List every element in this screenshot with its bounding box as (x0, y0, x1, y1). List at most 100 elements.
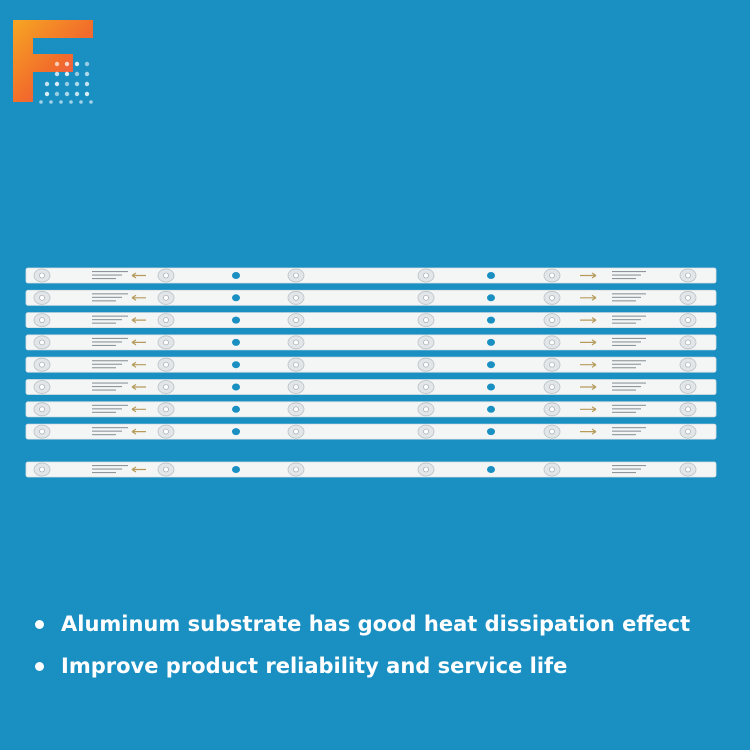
led-chip (549, 361, 555, 368)
strip-board (25, 334, 717, 351)
led-chip (163, 384, 169, 390)
led-chip (423, 384, 429, 390)
bullet-icon (35, 619, 44, 629)
led-chip (423, 428, 429, 435)
led-chip (39, 294, 45, 301)
printed-marking (92, 344, 116, 346)
led-strip (25, 267, 717, 284)
printed-marking (612, 360, 646, 362)
printed-marking (92, 367, 116, 369)
mounting-hole (487, 294, 495, 302)
led-chip (549, 294, 555, 301)
led-chip (293, 294, 299, 301)
mounting-hole (232, 383, 240, 391)
printed-marking (612, 386, 641, 388)
led-chip (39, 361, 45, 368)
led-chip (549, 317, 555, 323)
mounting-hole (487, 361, 495, 369)
feature-item: Aluminum substrate has good heat dissipa… (30, 603, 690, 645)
strip-board (25, 379, 717, 395)
mounting-hole (487, 316, 495, 324)
feature-item: Improve product reliability and service … (30, 645, 690, 687)
mounting-hole (232, 405, 240, 413)
printed-marking (612, 363, 641, 365)
printed-marking (92, 271, 128, 273)
led-chip (549, 406, 555, 413)
printed-marking (612, 430, 641, 432)
direction-arrow-icon (580, 428, 597, 435)
printed-marking (612, 341, 641, 343)
printed-marking (92, 337, 128, 339)
led-chip (423, 317, 429, 323)
printed-marking (612, 404, 646, 406)
printed-marking (92, 300, 116, 302)
led-chip (549, 384, 555, 390)
direction-arrow-icon (131, 317, 146, 324)
mounting-hole (487, 405, 495, 413)
direction-arrow-icon (131, 361, 146, 368)
led-chip (39, 384, 45, 390)
led-chip (685, 428, 691, 435)
printed-marking (92, 382, 128, 384)
led-chip (685, 272, 691, 279)
led-chip (163, 339, 169, 346)
led-chip (423, 361, 429, 368)
printed-marking (92, 411, 116, 413)
direction-arrow-icon (580, 317, 597, 324)
strip-board (25, 356, 717, 373)
printed-marking (612, 271, 646, 273)
direction-arrow-icon (131, 272, 146, 279)
printed-marking (92, 389, 116, 391)
led-chip (163, 317, 169, 323)
mounting-hole (487, 428, 495, 436)
direction-arrow-icon (131, 339, 146, 346)
direction-arrow-icon (131, 294, 146, 301)
printed-marking (612, 337, 646, 339)
printed-marking (92, 319, 122, 321)
printed-marking (92, 315, 128, 317)
led-chip (163, 294, 169, 301)
feature-list: Aluminum substrate has good heat dissipa… (30, 603, 690, 687)
mounting-hole (487, 383, 495, 391)
led-chip (293, 317, 299, 323)
printed-marking (612, 427, 646, 429)
led-chip (163, 428, 169, 435)
printed-marking (612, 319, 641, 321)
brand-f-icon (13, 20, 93, 102)
mounting-hole (487, 338, 495, 346)
led-chip (549, 339, 555, 346)
printed-marking (92, 322, 116, 324)
led-chip (423, 339, 429, 346)
direction-arrow-icon (580, 294, 597, 301)
direction-arrow-icon (580, 361, 597, 368)
printed-marking (612, 389, 636, 391)
led-chip (163, 361, 169, 368)
printed-marking (612, 468, 641, 470)
printed-marking (92, 386, 122, 388)
led-chip (163, 272, 169, 279)
strip-board (25, 401, 717, 418)
led-chip (293, 466, 299, 473)
led-strip (25, 312, 717, 329)
printed-marking (612, 472, 636, 474)
printed-marking (92, 363, 122, 365)
mounting-hole (232, 316, 240, 324)
led-chip (293, 406, 299, 413)
led-strip (25, 334, 717, 351)
led-strip (25, 289, 717, 306)
led-chip (685, 406, 691, 413)
printed-marking (92, 434, 116, 436)
mounting-hole (232, 294, 240, 302)
mounting-hole (487, 272, 495, 279)
led-chip (685, 466, 691, 473)
printed-marking (92, 278, 116, 280)
led-chip (685, 317, 691, 323)
printed-marking (92, 468, 122, 470)
led-chip (293, 428, 299, 435)
printed-marking (612, 322, 636, 324)
led-chip (39, 339, 45, 346)
direction-arrow-icon (580, 339, 597, 346)
printed-marking (92, 296, 122, 298)
led-chip (685, 384, 691, 390)
